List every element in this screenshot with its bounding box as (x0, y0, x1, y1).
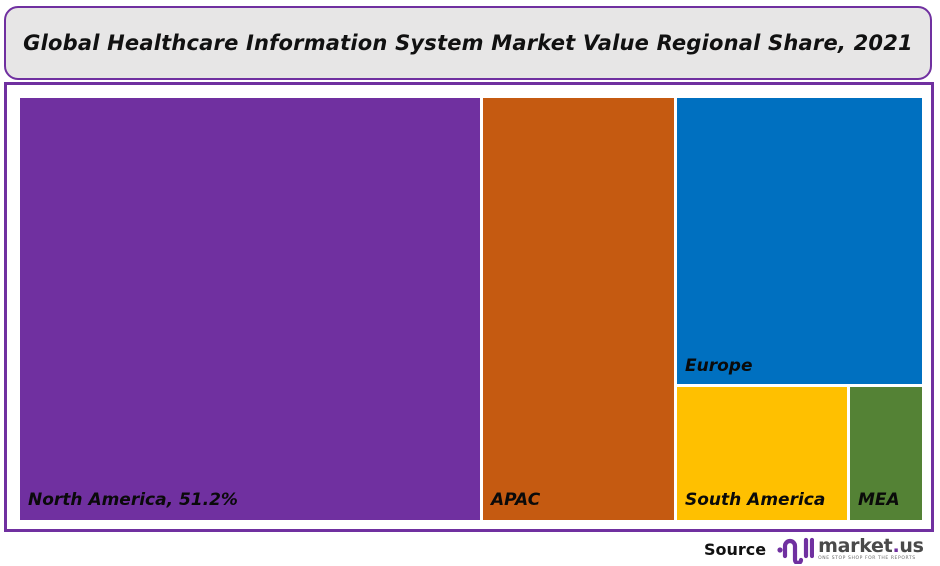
tile-apac: APAC (483, 98, 674, 520)
source-label: Source (704, 539, 767, 559)
tile-label-mea: MEA (858, 490, 900, 510)
market-us-wordmark: market.us (818, 534, 924, 557)
tile-europe: Europe (677, 98, 922, 384)
tile-label-south-america: South America (685, 490, 826, 510)
tile-label-apac: APAC (491, 490, 541, 510)
tile-label-europe: Europe (685, 356, 753, 376)
brand-dot: . (892, 534, 900, 557)
brand-suffix: us (899, 534, 924, 557)
market-us-logo-icon (777, 537, 815, 564)
tile-south-america: South America (677, 387, 847, 520)
chart-title-box: Global Healthcare Information System Mar… (4, 6, 932, 80)
tile-label-north-america: North America, 51.2% (28, 490, 238, 510)
tile-mea: MEA (850, 387, 922, 520)
chart-title: Global Healthcare Information System Mar… (23, 31, 913, 55)
source-attribution: Source market.us ONE STOP SHOP FOR THE R… (704, 534, 924, 564)
treemap-frame: North America, 51.2% APAC Europe South A… (4, 82, 934, 532)
brand-tagline: ONE STOP SHOP FOR THE REPORTS (818, 555, 916, 561)
tile-north-america: North America, 51.2% (20, 98, 480, 520)
market-us-logo: market.us ONE STOP SHOP FOR THE REPORTS (776, 534, 924, 564)
brand-name: market (818, 534, 893, 557)
